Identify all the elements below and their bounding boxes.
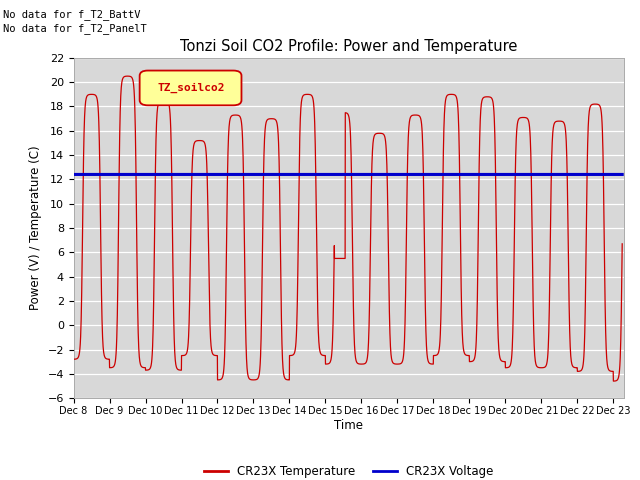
FancyBboxPatch shape	[140, 71, 241, 105]
Text: TZ_soilco2: TZ_soilco2	[157, 83, 225, 93]
Title: Tonzi Soil CO2 Profile: Power and Temperature: Tonzi Soil CO2 Profile: Power and Temper…	[180, 39, 518, 54]
Y-axis label: Power (V) / Temperature (C): Power (V) / Temperature (C)	[29, 146, 42, 310]
Text: No data for f_T2_BattV: No data for f_T2_BattV	[3, 9, 141, 20]
Text: No data for f_T2_PanelT: No data for f_T2_PanelT	[3, 23, 147, 34]
X-axis label: Time: Time	[334, 419, 364, 432]
Legend: CR23X Temperature, CR23X Voltage: CR23X Temperature, CR23X Voltage	[199, 460, 499, 480]
